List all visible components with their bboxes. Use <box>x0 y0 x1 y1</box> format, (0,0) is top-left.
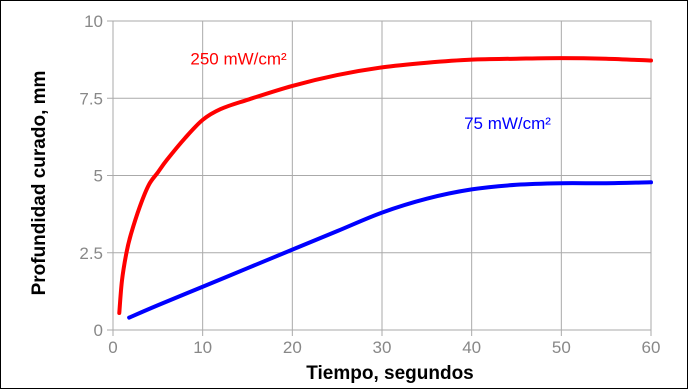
y-axis-title: Profundidad curado, mm <box>29 71 50 296</box>
y-tick-label: 2.5 <box>79 244 103 263</box>
annotations: 250 mW/cm² 75 mW/cm² <box>190 49 551 133</box>
x-tick-label: 40 <box>462 338 481 357</box>
x-tick-label: 20 <box>283 338 302 357</box>
x-tick-label: 50 <box>552 338 571 357</box>
x-tick-label: 0 <box>108 338 117 357</box>
y-tick-label: 10 <box>84 12 103 31</box>
y-tick-label: 7.5 <box>79 89 103 108</box>
x-tick-label: 30 <box>373 338 392 357</box>
grid <box>107 20 652 336</box>
series-annotation-1: 250 mW/cm² <box>190 49 287 68</box>
x-axis-title: Tiempo, segundos <box>306 363 474 384</box>
x-tick-label: 10 <box>193 338 212 357</box>
y-tick-label: 0 <box>94 321 103 340</box>
series-line-2 <box>127 180 653 320</box>
series-line-1 <box>117 56 653 315</box>
series-annotation-2: 75 mW/cm² <box>464 114 551 133</box>
y-tick-label: 5 <box>94 167 103 186</box>
x-tick-label: 60 <box>642 338 661 357</box>
tick-labels: 0 10 20 30 40 50 60 0 2.5 5 7.5 10 <box>79 12 660 357</box>
series-lines <box>117 56 653 320</box>
